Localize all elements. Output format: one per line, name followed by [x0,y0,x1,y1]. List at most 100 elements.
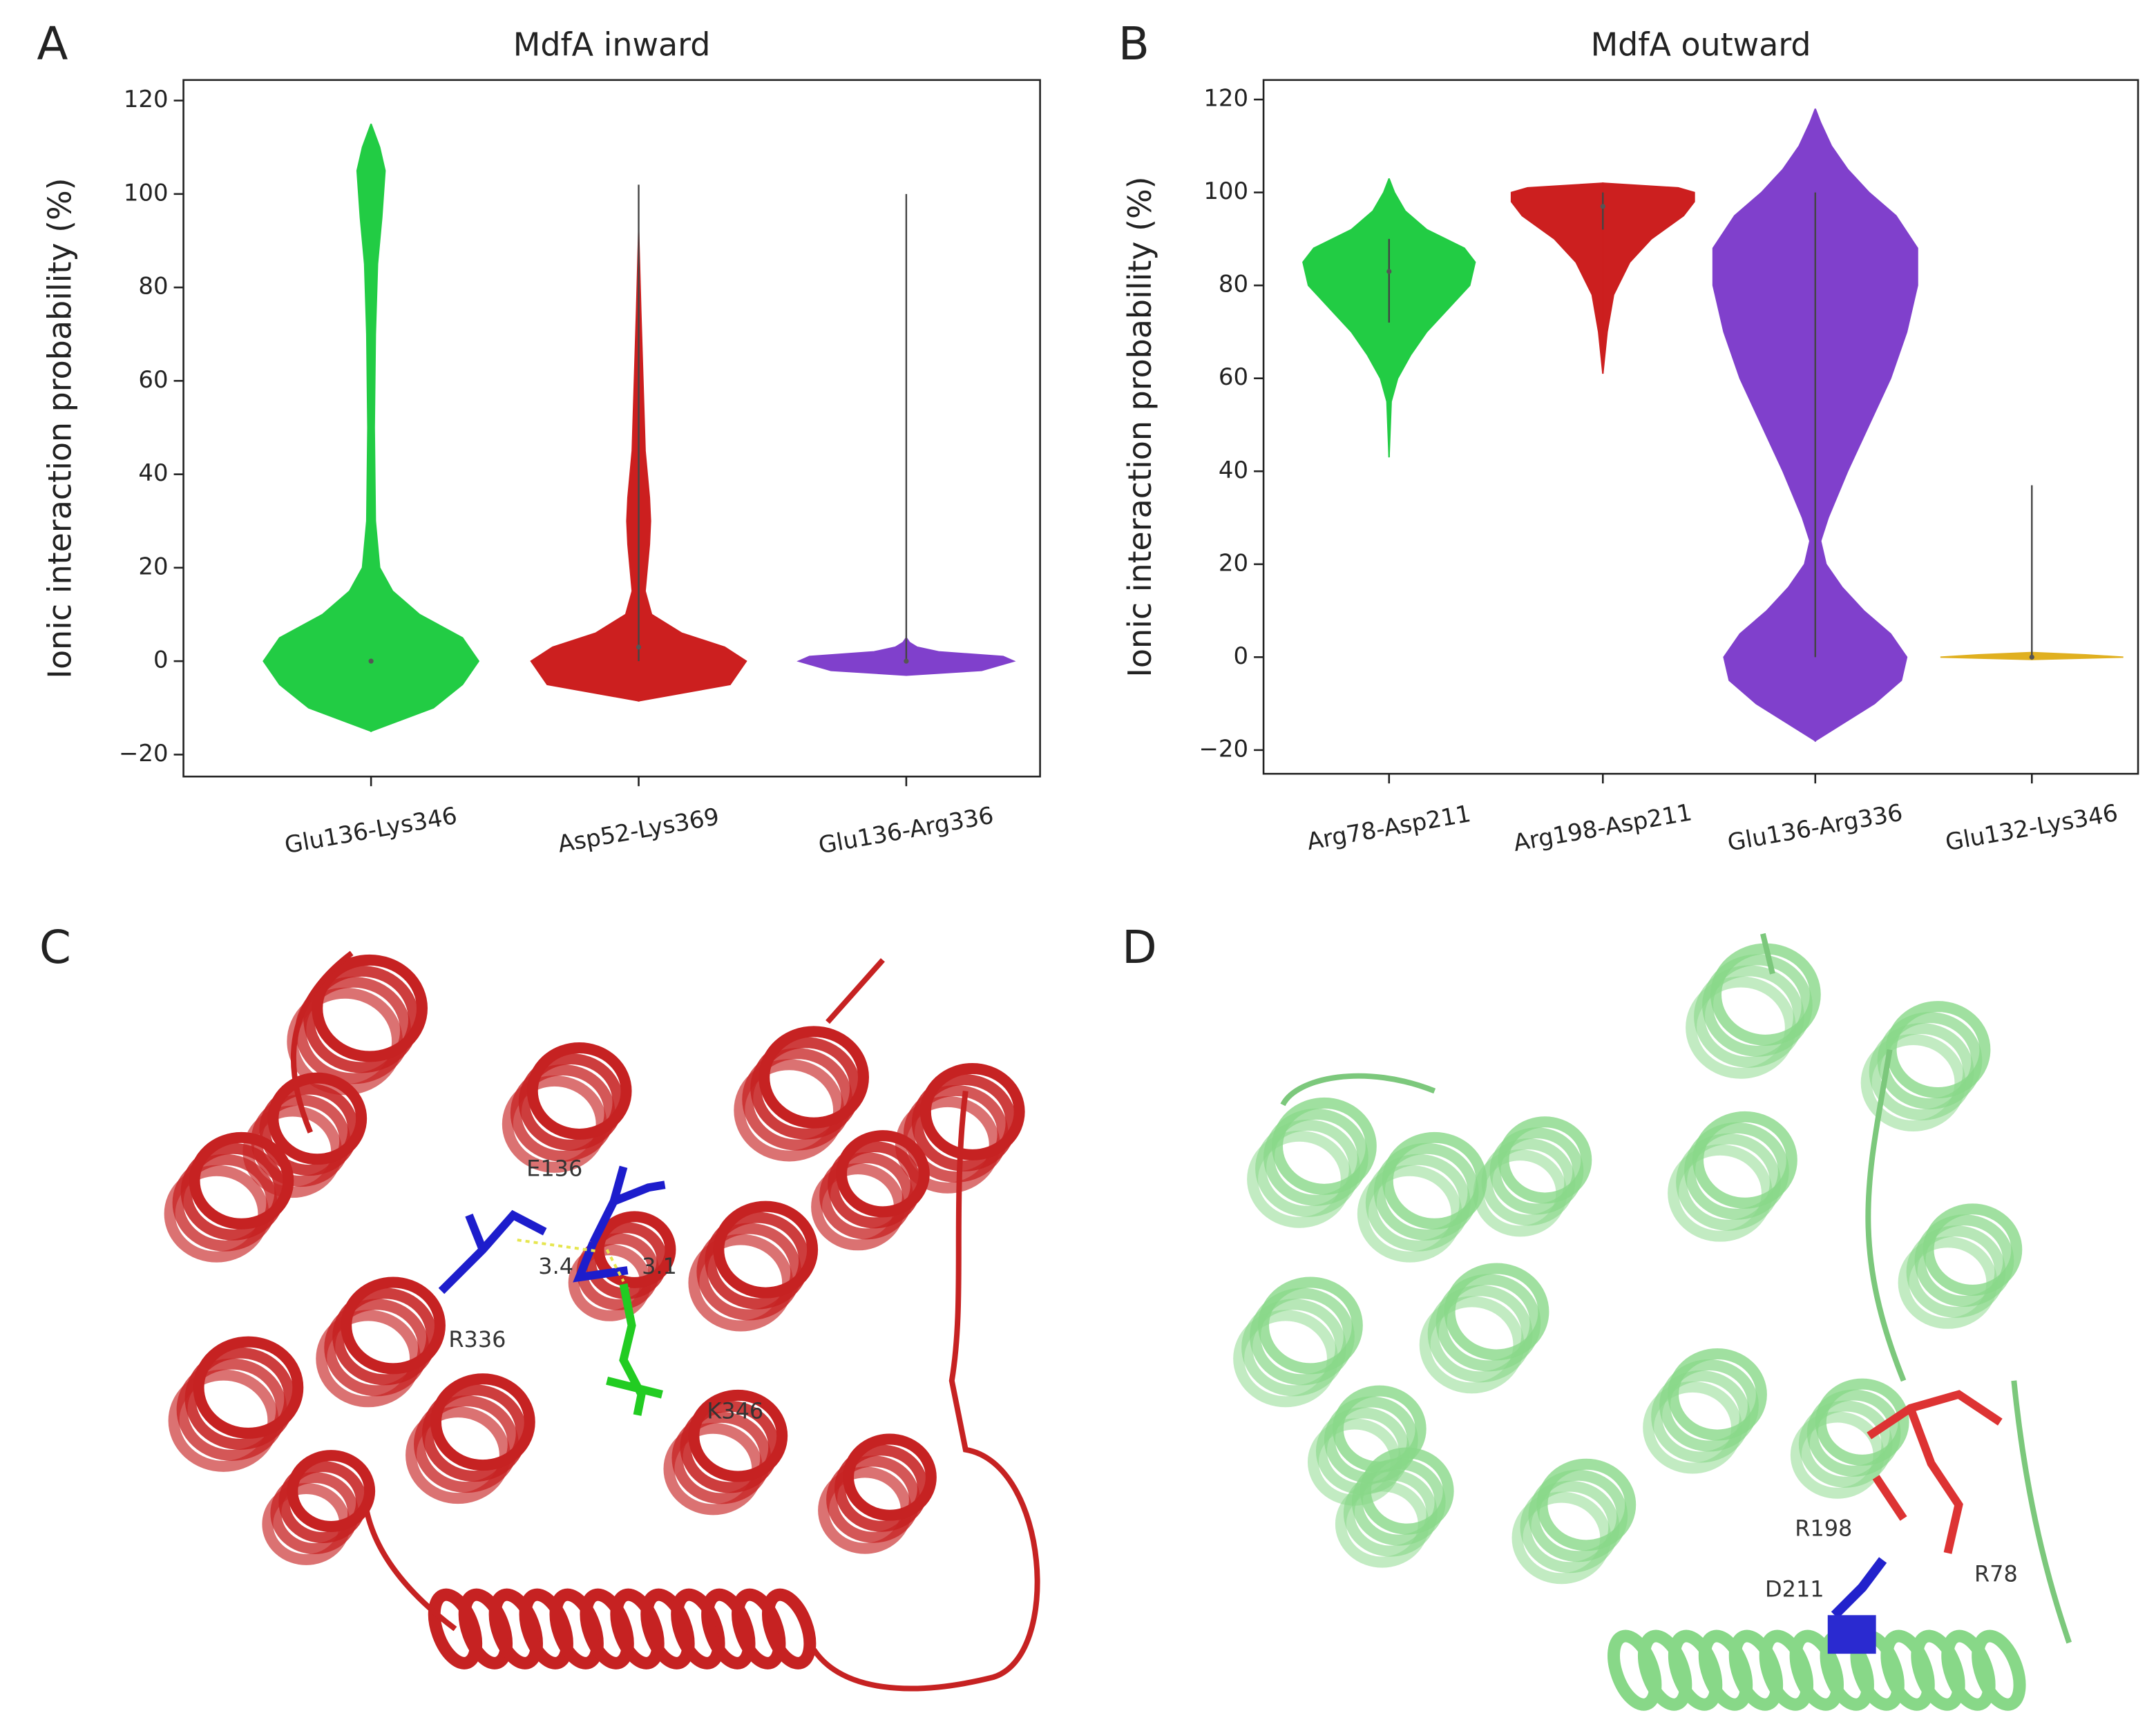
helix-turn [458,1588,513,1670]
helix-turn [713,1201,819,1299]
panel-letter: A [37,17,68,70]
helix-turn [1972,1629,2026,1711]
helix-turn [193,1336,304,1439]
helix-turn [1365,1154,1471,1252]
helix-turn [734,1059,845,1162]
helix-turn [836,1130,930,1218]
helix-turn [640,1588,695,1670]
y-tick-label: −20 [1199,735,1248,763]
helix-turn [1444,1263,1549,1361]
helix-turn [1435,1274,1541,1372]
y-tick-label: 40 [138,459,168,487]
helix-turn [312,954,428,1062]
helix-turn [287,1450,376,1532]
helix-turn [1637,1629,1692,1711]
helix-turn [705,1212,810,1310]
helix-turn [1759,1629,1814,1711]
residue-label: E136 [526,1155,582,1181]
helix-turn [259,1083,359,1176]
residue-label: 3.4 [538,1253,573,1279]
helix-turn [742,1048,853,1151]
residue-label: K346 [707,1398,763,1424]
helix-turn [1263,1108,1368,1206]
helix-turn [168,1369,279,1472]
violin-median [368,658,374,664]
residue-stick [1831,1557,1887,1619]
helix-turn [295,976,412,1084]
helix-turn [1686,976,1796,1079]
residue-highlight [1827,1615,1876,1654]
residue-stick [1867,1390,2003,1554]
helix-turn [1798,1400,1893,1488]
helix-turn [341,1276,446,1375]
helix-turn [1880,1629,1935,1711]
violin-half [905,635,1016,676]
residue-label: D211 [1765,1576,1824,1602]
helix-turn [828,1141,922,1229]
helix-turn [1608,1629,1662,1711]
helix-turn [1885,1001,1991,1099]
violin-half [1302,178,1390,458]
helix-turn [732,1588,786,1670]
helix-turn [1692,1111,1797,1209]
violin-median [1386,269,1392,274]
panel-letter: C [39,921,71,974]
y-tick-label: 0 [1234,642,1249,670]
violin-half [530,231,640,702]
helix-turn [1528,1469,1628,1562]
helix-turn [919,1062,1025,1160]
helix-turn [526,1042,632,1140]
plot-frame [1262,79,2139,775]
y-tick-label: 40 [1219,457,1248,484]
y-tick-label: 60 [138,366,168,394]
helix-turn [1651,1370,1750,1463]
helix-turn [1676,1133,1781,1231]
helix-turn [267,1072,368,1165]
helix-turn [1911,1629,1965,1711]
residue-label: R78 [1974,1560,2018,1587]
helix-turn [1815,1378,1909,1466]
helix-turn [750,1037,861,1140]
helix-turn [593,1211,676,1288]
helix-turn [1789,1629,1844,1711]
helix-turn [184,1347,296,1450]
helix-turn [610,1588,665,1670]
violin-median [1600,204,1605,209]
panel-letter: B [1118,17,1149,70]
helix-turn [1498,1116,1592,1204]
y-tick-label: 120 [1203,85,1248,113]
helix-turn [1427,1285,1533,1383]
coil [290,950,1040,1692]
helix-turn [270,1472,359,1554]
helix-turn [1332,1385,1427,1473]
helix-turn [1914,1214,2014,1307]
helix-turn [671,1588,725,1670]
violin-half [638,231,747,702]
residue-label: R336 [448,1326,506,1352]
chart-title: MdfA outward [1591,26,1811,63]
y-tick-label: 0 [153,647,169,674]
helix-turn [911,1073,1017,1171]
violin-median [2029,654,2034,660]
helix-turn [324,1299,430,1397]
helix-turn [696,1223,802,1321]
residue-label: R198 [1795,1515,1852,1541]
helix-turn [843,1433,937,1521]
violin-half [1602,182,1695,374]
helix-turn [278,1461,368,1543]
helix-turn [1258,1276,1363,1375]
helix-turn [518,1053,624,1151]
helix-turn [580,1588,634,1670]
helix-turn [176,1358,287,1461]
helix-turn [1315,1407,1410,1495]
helix-turn [1373,1142,1479,1241]
coil [1280,933,2072,1644]
helix-turn [1906,1225,2006,1318]
violin-half [1814,108,1918,743]
helix-turn [834,1444,928,1532]
helix-turn [1255,1119,1360,1217]
helix-turn [1923,1203,2023,1296]
helix-turn [549,1588,604,1670]
helix-turn [1869,1023,1974,1120]
violin-half [1388,178,1476,458]
